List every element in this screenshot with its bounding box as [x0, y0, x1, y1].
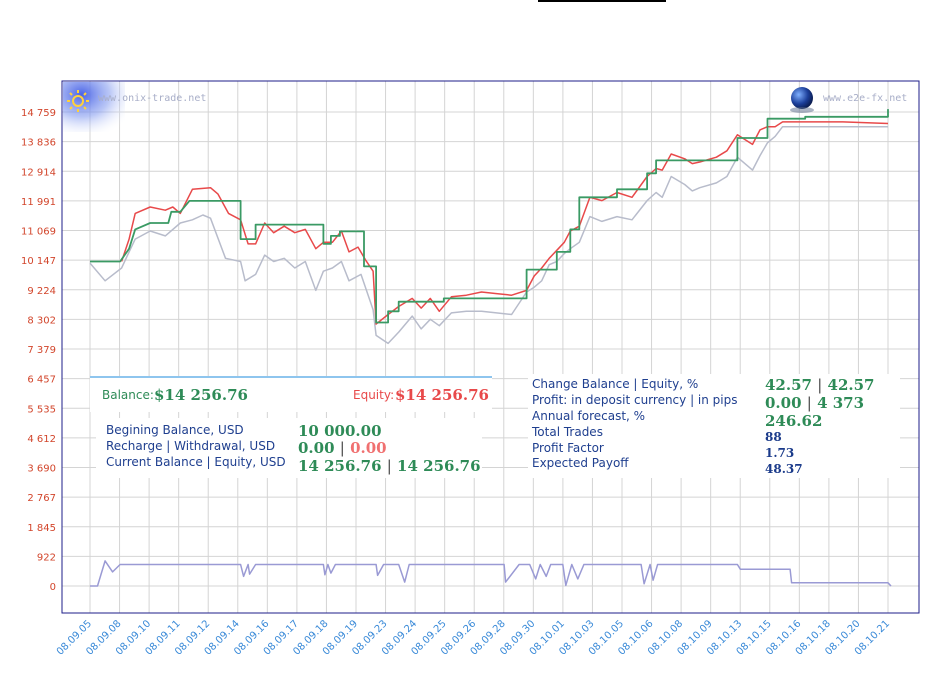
y-tick-label: 922 — [37, 552, 56, 563]
sun-logo-icon — [63, 82, 125, 132]
y-tick-label: 14 759 — [21, 108, 56, 119]
change-balance-value: 42.57 — [765, 376, 812, 394]
volume-series-line — [90, 560, 892, 587]
lower-series-line — [89, 125, 888, 345]
current-balance-value: 14 256.76 — [298, 457, 382, 475]
y-tick-label: 11 069 — [21, 227, 56, 238]
expected-payoff-value: 48.37 — [765, 462, 803, 476]
top-rule — [538, 0, 666, 2]
profit-value-group: 0.00 | 4 373 — [765, 394, 864, 412]
chart-grid — [62, 81, 919, 613]
y-tick-label: 3 690 — [27, 464, 56, 475]
y-tick-label: 11 991 — [21, 197, 56, 208]
current-balance-label: Current Balance | Equity, USD — [106, 455, 286, 469]
watermark-left: www.onix-trade.net — [98, 93, 206, 104]
beginning-balance-value: 10 000.00 — [298, 422, 382, 440]
plot-border — [61, 80, 920, 614]
recharge-label: Recharge | Withdrawal, USD — [106, 439, 276, 453]
right-stats-panel: Change Balance | Equity, % 42.57 | 42.57… — [528, 374, 900, 478]
x-axis-labels: 08.09.0508.09.0808.09.1008.09.1108.09.12… — [55, 618, 892, 657]
y-tick-label: 2 767 — [27, 493, 56, 504]
separator: | — [817, 376, 823, 394]
current-equity-value: 14 256.76 — [397, 457, 481, 475]
separator: | — [386, 457, 392, 475]
globe-logo-icon — [790, 87, 814, 113]
y-tick-label: 5 535 — [27, 404, 56, 415]
profit-pips-value: 4 373 — [817, 394, 865, 412]
y-tick-label: 10 147 — [21, 256, 56, 267]
balance-value: $14 256.76 — [154, 386, 248, 404]
balance-label: Balance: — [102, 388, 154, 402]
chart-series — [89, 109, 892, 587]
profit-factor-value: 1.73 — [765, 446, 795, 460]
left-stats-panel: Begining Balance, USD 10 000.00 Recharge… — [96, 418, 482, 478]
total-trades-value: 88 — [765, 430, 782, 444]
recharge-value-group: 0.00 | 0.00 — [298, 439, 387, 457]
y-tick-label: 13 836 — [21, 138, 56, 149]
total-trades-label: Total Trades — [532, 425, 603, 439]
change-equity-value: 42.57 — [827, 376, 875, 394]
separator: | — [339, 439, 345, 457]
equity-series-line — [120, 121, 889, 325]
y-tick-label: 9 224 — [27, 286, 56, 297]
summary-panel: Balance: $14 256.76 Equity: $14 256.76 — [90, 376, 492, 412]
equity-label: Equity: — [353, 388, 395, 402]
y-tick-label: 12 914 — [21, 167, 56, 178]
profit-label: Profit: in deposit currency | in pips — [532, 393, 738, 407]
y-tick-label: 4 612 — [27, 434, 56, 445]
balance-series-line — [90, 109, 889, 324]
y-tick-label: 1 845 — [27, 523, 56, 534]
beginning-balance-label: Begining Balance, USD — [106, 423, 244, 437]
y-tick-label: 8 302 — [27, 315, 56, 326]
change-value-group: 42.57 | 42.57 — [765, 376, 875, 394]
y-axis-labels: 14 759 13 836 12 914 11 991 11 069 10 147 9 22… — [21, 108, 56, 593]
profit-factor-label: Profit Factor — [532, 441, 604, 455]
separator: | — [806, 394, 812, 412]
change-label: Change Balance | Equity, % — [532, 377, 699, 391]
equity-value: $14 256.76 — [395, 386, 489, 404]
forecast-label: Annual forecast, % — [532, 409, 646, 423]
withdrawal-value: 0.00 — [350, 439, 387, 457]
forecast-value: 246.62 — [765, 412, 823, 430]
y-tick-label: 7 379 — [27, 345, 56, 356]
watermark-right: www.e2e-fx.net — [823, 93, 907, 104]
expected-payoff-label: Expected Payoff — [532, 456, 629, 470]
profit-currency-value: 0.00 — [765, 394, 802, 412]
y-tick-label: 0 — [50, 582, 56, 593]
y-tick-label: 6 457 — [27, 375, 56, 386]
recharge-value: 0.00 — [298, 439, 335, 457]
current-value-group: 14 256.76 | 14 256.76 — [298, 457, 481, 475]
